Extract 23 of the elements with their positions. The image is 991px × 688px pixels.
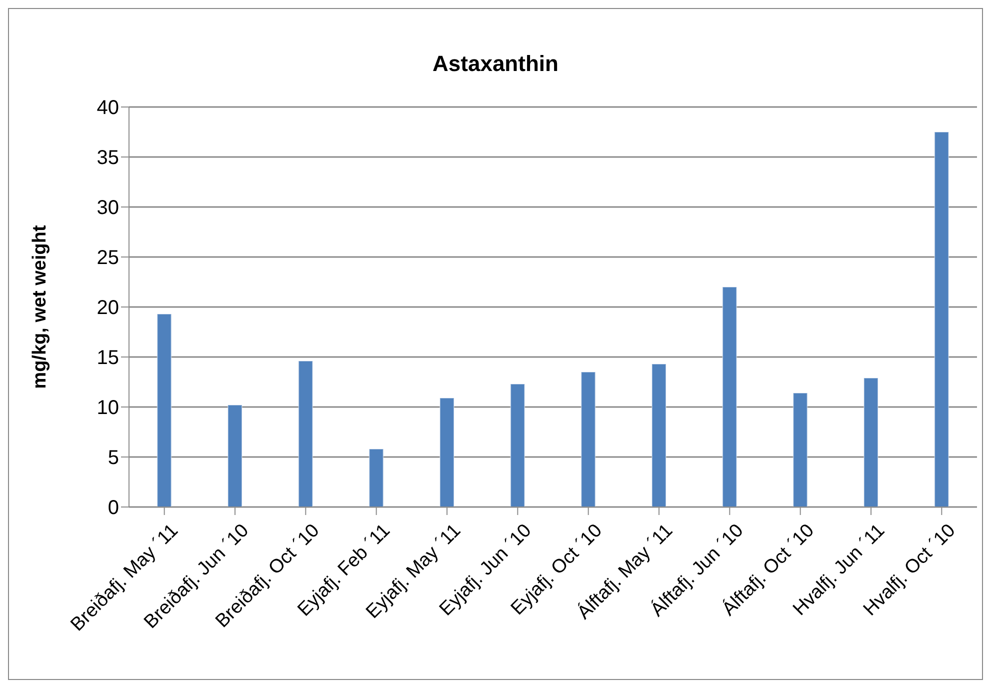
y-tick-label: 30	[96, 197, 119, 220]
bar	[934, 132, 950, 507]
bar	[227, 404, 242, 507]
y-tick-label: 5	[108, 447, 119, 470]
y-tick-label: 35	[96, 147, 119, 170]
y-tick-label: 25	[96, 247, 119, 270]
y-tick-label: 15	[96, 347, 119, 370]
chart-title: Astaxanthin	[432, 51, 560, 77]
y-tick-label: 10	[96, 397, 119, 420]
bar	[863, 378, 878, 507]
bar	[298, 360, 314, 507]
bar	[792, 392, 808, 507]
bar	[439, 398, 454, 507]
y-tick-label: 40	[96, 97, 119, 120]
bar	[580, 372, 596, 507]
y-tick-label: 0	[108, 497, 119, 520]
bar	[722, 286, 738, 507]
y-tick-label: 20	[96, 297, 119, 320]
bar	[510, 384, 526, 507]
y-axis-title: mg/kg, wet weight	[30, 224, 51, 389]
bar	[651, 364, 666, 507]
bar	[156, 314, 172, 507]
bar	[368, 448, 384, 507]
